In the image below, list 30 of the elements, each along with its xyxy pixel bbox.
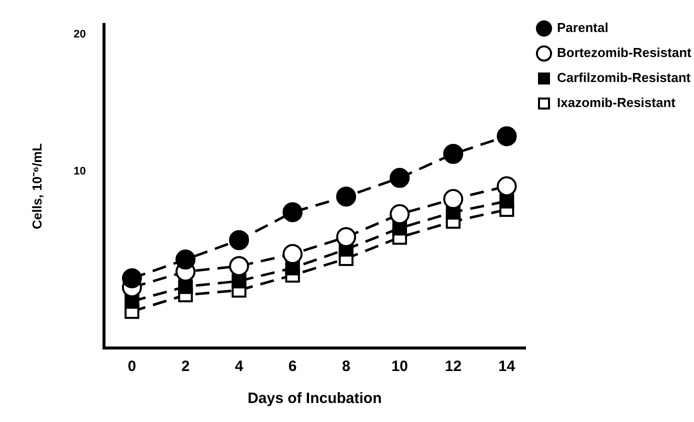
point xyxy=(390,204,410,224)
legend-label: Ixazomib-Resistant xyxy=(557,95,676,110)
point xyxy=(232,274,246,288)
point xyxy=(282,202,303,222)
point xyxy=(443,144,464,164)
point xyxy=(499,194,514,208)
y-axis-title: Cells, 10⁻⁶/mL xyxy=(29,143,44,230)
x-tick-label: 2 xyxy=(181,358,190,376)
x-tick-label: 6 xyxy=(288,358,297,376)
x-tick-label: 12 xyxy=(444,358,462,376)
y-tick-label: 20 xyxy=(74,28,86,40)
point xyxy=(496,176,517,196)
x-axis-title: Days of Incubation xyxy=(248,390,382,408)
x-tick-label: 8 xyxy=(342,358,350,376)
point xyxy=(390,168,410,188)
point xyxy=(175,250,196,270)
point xyxy=(496,126,517,146)
legend-label: Carfilzomib-Resistant xyxy=(557,70,692,86)
x-tick-label: 14 xyxy=(498,358,516,376)
point xyxy=(229,256,250,276)
point xyxy=(336,186,356,207)
x-tick-label: 4 xyxy=(234,358,244,376)
legend-label: Bortezomib-Resistant xyxy=(557,45,692,60)
legend-label: Parental xyxy=(557,20,608,36)
point xyxy=(122,268,142,288)
point xyxy=(336,227,356,248)
point xyxy=(178,279,193,294)
x-tick-label: 10 xyxy=(391,358,408,376)
x-tick-label: 0 xyxy=(128,358,136,376)
point xyxy=(229,230,250,250)
